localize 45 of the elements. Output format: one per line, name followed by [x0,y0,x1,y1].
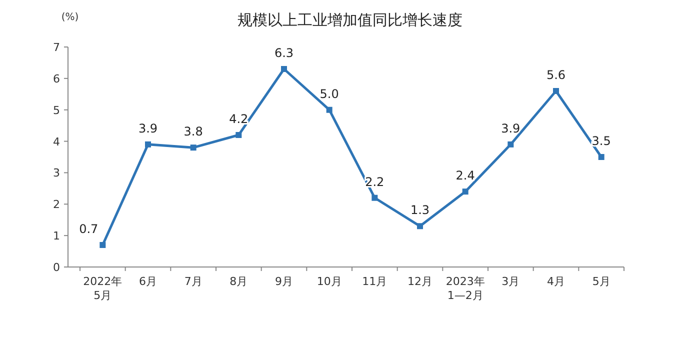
data-label: 3.5 [592,134,611,148]
data-label: 5.0 [320,86,339,101]
chart-title: 规模以上工业增加值同比增长速度 [238,11,462,29]
y-tick-label: 6 [53,72,60,86]
data-label: 0.7 [79,222,98,236]
data-label: 4.2 [229,112,248,126]
point [100,242,106,248]
x-tick-label: 2022年 5月 [83,275,122,302]
y-tick-label: 0 [53,261,60,274]
point [598,154,604,160]
data-label: 1.3 [410,203,430,218]
x-tick-label: 5月 [592,275,610,288]
x-tick-label: 10月 [316,275,342,288]
x-tick-label: 7月 [184,275,202,288]
x-tick-label: 2023年 1—2月 [446,275,485,302]
data-label: 3.8 [184,124,203,139]
y-tick-label: 5 [53,104,60,117]
point [417,223,423,230]
point [553,88,559,94]
x-tick-label: 12月 [408,275,432,288]
point [462,188,468,195]
point [236,132,242,138]
point [145,141,151,148]
x-tick-label: 4月 [547,275,565,288]
x-tick-label: 9月 [275,275,293,288]
y-tick-label: 4 [53,135,60,148]
x-tick-label: 6月 [139,275,157,288]
point [508,141,514,148]
point [372,194,378,201]
data-label: 5.6 [546,68,566,82]
point [190,144,196,151]
data-label: 3.9 [501,121,520,136]
data-label: 2.4 [456,168,475,183]
y-axis-title: (%) [61,12,79,23]
x-tick-label: 8月 [230,275,248,288]
y-tick-label: 7 [53,41,60,54]
data-label: 6.3 [274,46,294,60]
y-tick-label: 3 [53,166,60,180]
y-tick-label: 2 [53,198,60,212]
y-tick-label: 1 [53,230,60,243]
point [281,66,287,72]
x-tick-label: 3月 [502,275,520,288]
data-label: 3.9 [138,121,158,136]
point [326,106,332,113]
x-tick-label: 11月 [362,275,388,288]
